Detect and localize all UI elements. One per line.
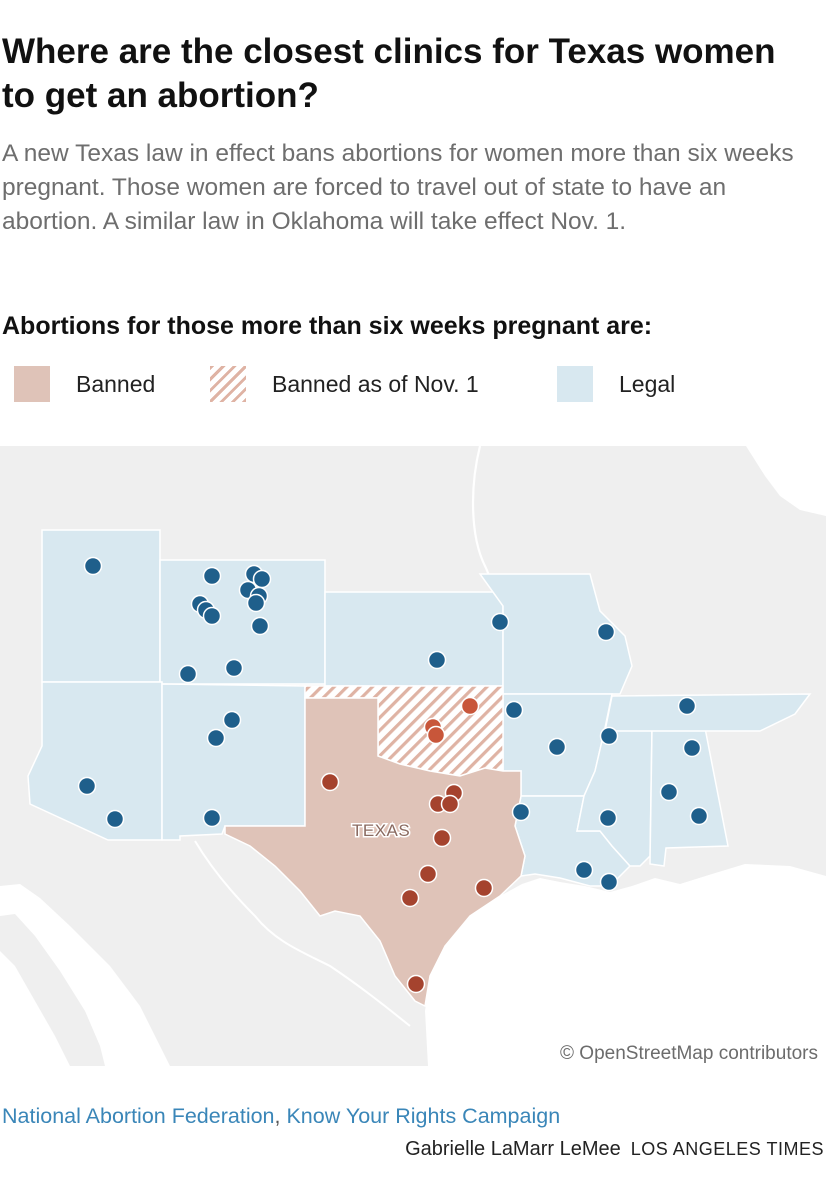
clinic-marker: [206, 728, 226, 748]
page-title: Where are the closest clinics for Texas …: [2, 32, 776, 115]
clinic-marker: [599, 872, 619, 892]
clinic-marker: [511, 802, 531, 822]
clinic-marker: [682, 738, 702, 758]
legend-item-banned-nov-1: Banned as of Nov. 1: [210, 364, 479, 404]
clinic-marker: [474, 878, 494, 898]
clinic-map: TEXAS: [0, 446, 826, 1066]
clinic-marker: [202, 566, 222, 586]
page-subtitle: A new Texas law in effect bans abortions…: [2, 140, 794, 235]
legend-item-banned: Banned: [14, 364, 155, 404]
legend-label-banned-nov-1: Banned as of Nov. 1: [272, 370, 479, 397]
legend-label-legal: Legal: [619, 370, 676, 397]
great-lakes-coast: [746, 446, 826, 516]
clinic-marker: [77, 776, 97, 796]
clinic-marker: [406, 974, 426, 994]
clinic-marker: [252, 569, 272, 589]
clinic-marker: [105, 809, 125, 829]
clinic-marker: [178, 664, 198, 684]
clinic-marker: [202, 606, 222, 626]
credit: Gabrielle LaMarr LeMee LOS ANGELES TIMES: [405, 1138, 824, 1161]
state-colorado: [324, 591, 504, 687]
sources: National Abortion Federation, Know Your …: [2, 1104, 560, 1129]
clinic-marker: [250, 616, 270, 636]
clinic-marker: [677, 696, 697, 716]
clinic-marker: [490, 612, 510, 632]
clinics-texas: [320, 772, 494, 994]
baja-california: [0, 914, 105, 1066]
clinic-marker: [440, 794, 460, 814]
gulf-of-california: [0, 884, 170, 1066]
clinic-marker: [418, 864, 438, 884]
legend-item-legal: Legal: [557, 364, 675, 404]
state-texas: [224, 697, 526, 1008]
clinic-marker: [599, 726, 619, 746]
clinic-marker: [427, 650, 447, 670]
legend-swatch-legal: [557, 366, 593, 402]
legend-label-banned: Banned: [76, 370, 156, 397]
clinic-marker: [689, 806, 709, 826]
clinic-marker: [222, 710, 242, 730]
source-link-naf[interactable]: National Abortion Federation: [2, 1104, 275, 1128]
map-attribution: © OpenStreetMap contributors: [560, 1043, 818, 1064]
legend-swatch-banned: [14, 366, 50, 402]
clinic-marker: [426, 725, 446, 745]
author-credit: Gabrielle LaMarr LeMee: [405, 1138, 621, 1160]
publication-name: LOS ANGELES TIMES: [630, 1139, 824, 1159]
clinic-marker: [598, 808, 618, 828]
clinics-legal: [77, 556, 709, 892]
clinic-marker: [246, 593, 266, 613]
source-separator: ,: [274, 1104, 287, 1128]
state-label-texas: TEXAS: [352, 821, 410, 840]
state-new-mexico: [161, 683, 306, 841]
clinic-marker: [432, 828, 452, 848]
clinic-marker: [596, 622, 616, 642]
clinic-marker: [224, 658, 244, 678]
clinic-marker: [504, 700, 524, 720]
state-nevada: [41, 529, 161, 683]
state-missouri: [478, 573, 633, 695]
clinics-oklahoma: [423, 696, 480, 745]
clinic-marker: [574, 860, 594, 880]
clinic-marker: [320, 772, 340, 792]
legend-title: Abortions for those more than six weeks …: [2, 312, 653, 340]
clinic-marker: [400, 888, 420, 908]
gulf-of-mexico: [425, 864, 826, 1066]
clinic-marker: [83, 556, 103, 576]
river-line-2: [194, 840, 411, 1027]
source-link-kyrc[interactable]: Know Your Rights Campaign: [286, 1104, 561, 1128]
clinic-marker: [547, 737, 567, 757]
legend-swatch-banned-nov-1: [210, 366, 246, 402]
clinic-marker: [460, 696, 480, 716]
clinic-marker: [202, 808, 222, 828]
legend: Banned Banned as of Nov. 1 Legal: [14, 364, 814, 404]
clinic-marker: [659, 782, 679, 802]
